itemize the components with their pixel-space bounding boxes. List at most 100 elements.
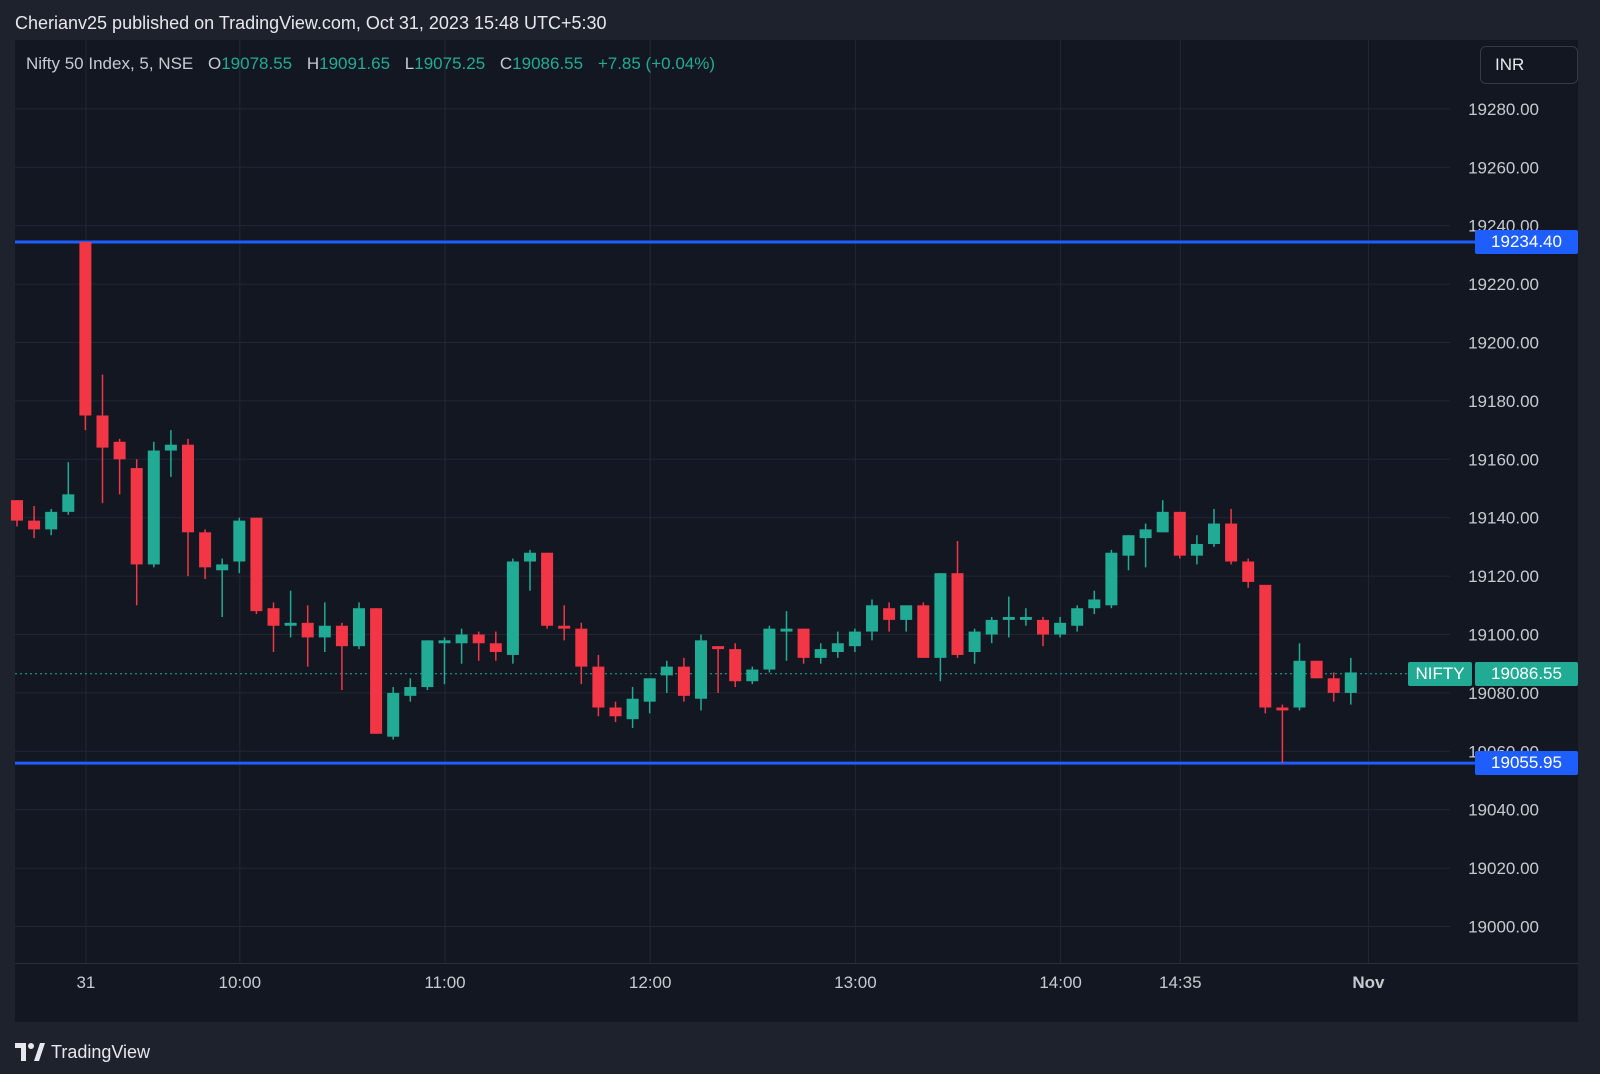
high-label: H <box>306 54 320 73</box>
x-tick-label: 11:00 <box>424 973 465 992</box>
candle <box>575 622 588 685</box>
candle <box>1105 549 1118 609</box>
x-tick-label: 14:00 <box>1039 973 1082 992</box>
close-label: C <box>499 54 513 73</box>
candle-body <box>1208 523 1220 544</box>
y-tick-label: 19040.00 <box>1468 801 1539 820</box>
chart-area[interactable] <box>15 40 1578 1022</box>
candle <box>11 500 23 527</box>
candle-body <box>1293 660 1306 708</box>
candle <box>472 631 485 661</box>
x-tick-label: Nov <box>1352 973 1385 992</box>
candle <box>267 602 280 653</box>
symbol-title[interactable]: Nifty 50 Index, 5, NSE <box>26 54 194 73</box>
candle-body <box>1310 660 1323 679</box>
candle-body <box>421 640 434 688</box>
candle <box>797 628 810 664</box>
candle <box>506 558 519 664</box>
candle <box>318 602 331 653</box>
candle-body <box>780 628 793 632</box>
candle-body <box>506 561 519 655</box>
candle <box>1190 535 1203 565</box>
candle-body <box>301 622 314 638</box>
candle-body <box>626 698 639 720</box>
y-tick-label: 19280.00 <box>1468 100 1539 119</box>
candle <box>1156 500 1169 533</box>
candle <box>780 611 793 661</box>
currency-button[interactable]: INR <box>1480 46 1578 84</box>
candle-body <box>660 666 673 676</box>
candle <box>353 602 365 650</box>
symbol-price-tag: NIFTY <box>1408 661 1472 686</box>
candle-body <box>1173 511 1186 556</box>
candle-body <box>1019 616 1032 620</box>
candle <box>370 608 383 734</box>
candle-body <box>1156 511 1169 533</box>
candle-body <box>1225 523 1238 562</box>
y-tick-label: 19020.00 <box>1468 859 1539 878</box>
candle-body <box>541 552 554 626</box>
candle <box>489 631 502 661</box>
candle-body <box>592 666 605 708</box>
candle <box>79 242 92 431</box>
candle <box>866 599 878 641</box>
candle <box>951 541 964 658</box>
candle <box>438 637 451 685</box>
y-tick-label: 19180.00 <box>1468 392 1539 411</box>
candle <box>1225 508 1238 565</box>
y-tick-label: 19260.00 <box>1468 158 1539 177</box>
candle <box>985 616 998 644</box>
candle <box>233 517 246 574</box>
candle <box>1259 584 1272 714</box>
candle-body <box>643 678 656 702</box>
y-tick-label: 19120.00 <box>1468 567 1539 586</box>
candle-body <box>147 450 160 565</box>
candle <box>695 634 707 711</box>
candle <box>1002 596 1015 638</box>
footer-brand[interactable]: TradingView <box>51 1042 151 1062</box>
candle <box>900 605 913 632</box>
candle <box>404 678 417 702</box>
candle <box>592 654 605 717</box>
candle <box>626 687 639 728</box>
candle-body <box>1105 552 1118 606</box>
candle <box>1293 643 1306 711</box>
candle-body <box>558 625 571 629</box>
candle <box>848 628 861 653</box>
candle-body <box>79 242 92 416</box>
candle <box>1071 605 1084 632</box>
candle-body <box>575 628 588 667</box>
candle-body <box>28 520 41 530</box>
candle-body <box>489 643 502 653</box>
candle-body <box>951 573 964 655</box>
candle-body <box>472 634 485 644</box>
candle-body <box>985 619 998 635</box>
candle <box>1019 608 1032 626</box>
candle <box>541 552 554 629</box>
candle-body <box>797 628 810 658</box>
grid <box>15 40 1450 963</box>
candle-body <box>113 441 126 460</box>
candle-body <box>438 640 451 644</box>
ohlc-legend: Nifty 50 Index, 5, NSE O19078.55 H19091.… <box>26 52 725 76</box>
candle-body <box>130 468 143 565</box>
candle-body <box>883 608 896 620</box>
close-value: 19086.55 <box>512 54 584 73</box>
candle-body <box>866 605 878 632</box>
candle <box>643 678 656 714</box>
y-tick-label: 19200.00 <box>1468 334 1539 353</box>
candle-body <box>917 605 930 658</box>
candle-body <box>695 640 707 699</box>
candle <box>1173 511 1186 559</box>
candle <box>216 558 229 617</box>
candle-body <box>1327 678 1340 693</box>
candle-body <box>353 608 365 647</box>
candle-body <box>318 625 331 638</box>
candle-body <box>677 666 690 696</box>
candle-body <box>62 494 75 512</box>
candle-body <box>1276 707 1289 711</box>
candle-body <box>182 444 194 533</box>
y-tick-label: 19160.00 <box>1468 450 1539 469</box>
candle-body <box>1344 672 1357 693</box>
